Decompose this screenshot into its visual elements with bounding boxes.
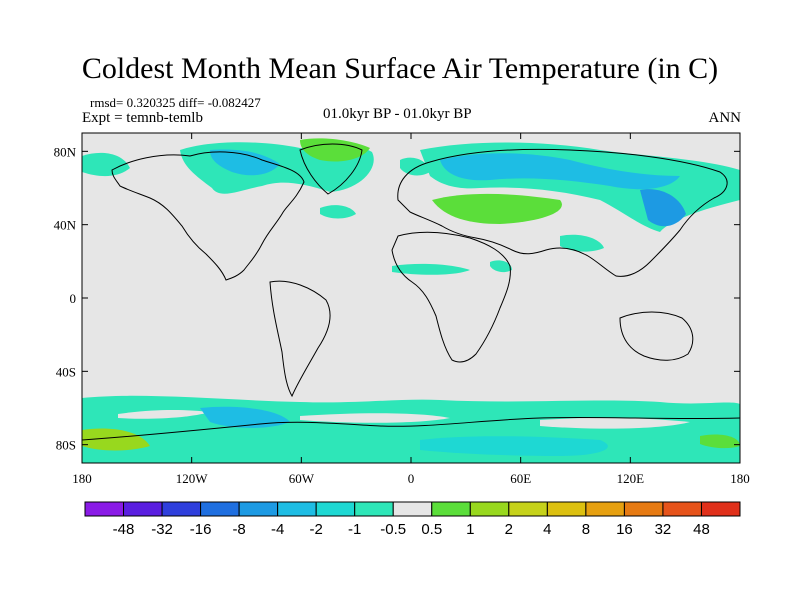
colorbar-swatch bbox=[200, 501, 240, 517]
colorbar-swatch bbox=[585, 501, 625, 517]
anomaly-region-weddell-green bbox=[82, 428, 150, 451]
anomaly-region-southern-pacific-gap bbox=[118, 410, 210, 419]
anomaly-region-southern-atlantic-gap bbox=[300, 413, 450, 423]
season-label: ANN bbox=[708, 110, 742, 126]
colorbar-swatch bbox=[123, 501, 163, 517]
anomaly-region-east-antarctica bbox=[700, 434, 740, 449]
colorbar-label: -0.5 bbox=[380, 521, 406, 538]
coastline-australia bbox=[619, 311, 694, 361]
rmsd-diff-stats: rmsd= 0.320325 diff= -0.082427 bbox=[90, 95, 261, 110]
lon-tick-label: 60E bbox=[510, 471, 531, 486]
lat-tick-label: 40N bbox=[54, 218, 77, 233]
colorbar-label: -2 bbox=[310, 521, 323, 538]
colorbar-label: 2 bbox=[505, 521, 513, 538]
colorbar-swatch bbox=[508, 501, 548, 517]
coastline-south-america bbox=[269, 280, 331, 398]
anomaly-region-southern-ocean bbox=[82, 395, 740, 463]
colorbar-swatch bbox=[84, 501, 125, 517]
anomaly-region-arabia bbox=[490, 260, 512, 273]
colorbar-swatch bbox=[700, 501, 741, 517]
latitude-axis: 80N 40N 0 40S 80S bbox=[54, 144, 740, 453]
anomaly-region-siberia-core bbox=[440, 153, 680, 190]
colorbar-swatch bbox=[354, 501, 394, 517]
longitude-axis: 180 120W 60W 0 60E 120E 180 bbox=[72, 133, 750, 486]
colorbar-swatch bbox=[431, 501, 471, 517]
colorbar-label: 0.5 bbox=[421, 521, 442, 538]
colorbar-swatch bbox=[238, 501, 279, 517]
anomaly-region-southern-indian-gap bbox=[540, 417, 690, 429]
coastline-greenland bbox=[299, 143, 363, 195]
colorbar-label: -32 bbox=[151, 521, 173, 538]
colorbar-label: 48 bbox=[693, 521, 710, 538]
colorbar-label: 1 bbox=[466, 521, 474, 538]
colorbar-label: 16 bbox=[616, 521, 633, 538]
period-label: 01.0kyr BP - 01.0kyr BP bbox=[323, 106, 472, 122]
anomaly-region-greenland bbox=[300, 138, 370, 162]
lon-tick-label: 180 bbox=[72, 471, 92, 486]
lon-tick-label: 60W bbox=[289, 471, 315, 486]
colorbar-label: -8 bbox=[232, 521, 245, 538]
anomaly-region-alaska bbox=[82, 152, 130, 177]
lat-tick-label: 0 bbox=[70, 291, 77, 306]
colorbar: -48 -32 -16 -8 -4 -2 -1 -0.5 0.5 1 2 4 8 16 32 48 bbox=[84, 501, 741, 538]
colorbar-swatch bbox=[662, 501, 702, 517]
lat-tick-label: 80N bbox=[54, 144, 77, 159]
lon-tick-label: 180 bbox=[730, 471, 750, 486]
lon-tick-label: 0 bbox=[408, 471, 415, 486]
anomaly-region-east-asia bbox=[640, 189, 686, 227]
colorbar-swatch bbox=[623, 501, 664, 517]
lat-tick-label: 40S bbox=[56, 364, 76, 379]
anomaly-region-ross-sea bbox=[200, 406, 290, 428]
map-title: Coldest Month Mean Surface Air Temperatu… bbox=[81, 52, 719, 85]
anomaly-fields bbox=[82, 138, 740, 463]
colorbar-label: -16 bbox=[190, 521, 212, 538]
lon-tick-label: 120E bbox=[617, 471, 645, 486]
anomaly-region-central-asia bbox=[432, 193, 562, 224]
coastline-eurasia bbox=[397, 148, 728, 277]
anomaly-region-north-africa bbox=[392, 263, 470, 275]
coastline-north-america bbox=[111, 151, 305, 281]
colorbar-swatch bbox=[161, 501, 202, 517]
colorbar-label: 4 bbox=[543, 521, 551, 538]
anomaly-region-europe bbox=[400, 157, 430, 176]
colorbar-swatch bbox=[546, 501, 587, 517]
colorbar-label: -1 bbox=[348, 521, 361, 538]
colorbar-swatch bbox=[277, 501, 317, 517]
anomaly-region-antarctic-interior bbox=[420, 436, 608, 456]
coastline-antarctica bbox=[82, 416, 740, 441]
colorbar-swatch bbox=[392, 501, 433, 517]
anomaly-region-middle-east bbox=[560, 234, 604, 252]
colorbar-label: -48 bbox=[113, 521, 135, 538]
colorbar-swatch bbox=[469, 501, 510, 517]
coastlines bbox=[82, 143, 740, 441]
anomaly-region-north-atlantic bbox=[320, 205, 356, 219]
lon-tick-label: 120W bbox=[176, 471, 209, 486]
coastline-africa bbox=[391, 231, 511, 363]
colorbar-label: 8 bbox=[582, 521, 590, 538]
lat-tick-label: 80S bbox=[56, 438, 76, 453]
anomaly-region-canada-core bbox=[210, 149, 280, 176]
colorbar-label: -4 bbox=[271, 521, 284, 538]
experiment-label: Expt = temnb-temlb bbox=[82, 110, 203, 126]
colorbar-swatch bbox=[315, 501, 356, 517]
colorbar-label: 32 bbox=[655, 521, 672, 538]
